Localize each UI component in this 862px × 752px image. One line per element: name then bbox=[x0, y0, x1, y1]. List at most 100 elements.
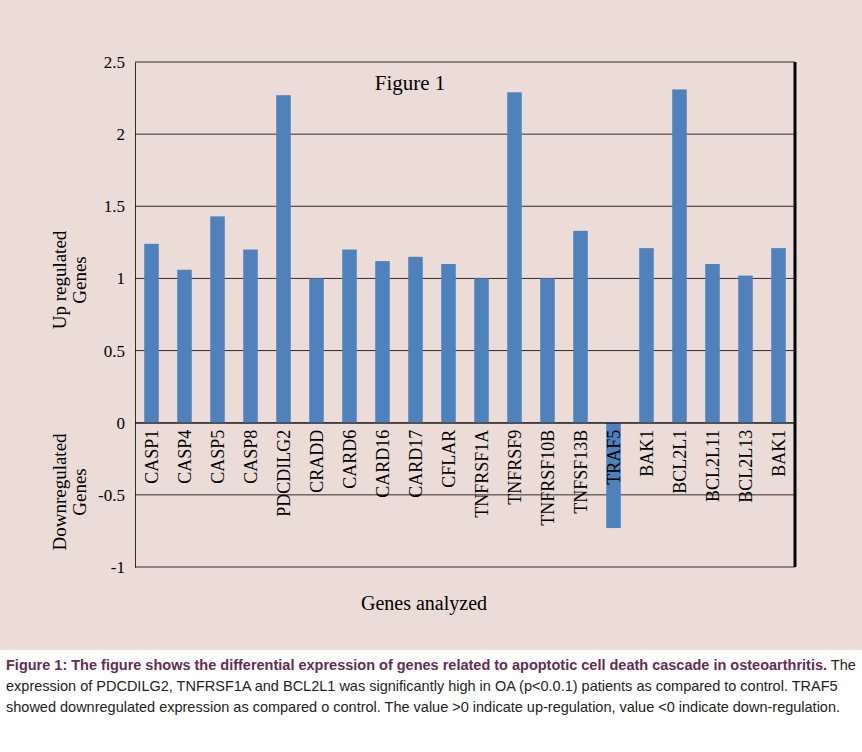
x-tick: TNFRSF10B bbox=[538, 423, 558, 526]
x-tick-label: CARD17 bbox=[406, 430, 426, 498]
x-tick: CASP5 bbox=[208, 423, 228, 484]
x-tick: TNFRSF1A bbox=[472, 423, 492, 518]
y-tick: 1.5 bbox=[104, 197, 135, 216]
bar bbox=[672, 89, 687, 422]
y-axis-title-negative-line: Downregulated bbox=[49, 433, 70, 551]
x-tick: BAK1 bbox=[769, 423, 789, 477]
x-tick-label: CFLAR bbox=[439, 430, 459, 488]
grid-line bbox=[135, 422, 795, 423]
x-tick-label: TNFSF13B bbox=[571, 430, 591, 514]
grid-line bbox=[135, 494, 795, 495]
bar bbox=[507, 92, 522, 422]
y-tick-label: 1 bbox=[117, 269, 126, 288]
bar bbox=[408, 257, 423, 423]
bar bbox=[342, 250, 357, 423]
x-tick: CARD6 bbox=[340, 423, 360, 489]
bar bbox=[441, 264, 456, 423]
x-tick: BAK1 bbox=[637, 423, 657, 477]
x-tick-label: CRADD bbox=[307, 430, 327, 493]
bar bbox=[639, 248, 654, 423]
grid-line bbox=[135, 278, 795, 279]
y-tick: 0.5 bbox=[104, 342, 135, 361]
x-tick: BCL2L1 bbox=[670, 423, 690, 494]
title: Figure 1 bbox=[375, 71, 446, 95]
y-axis-title-negative-line: Genes bbox=[69, 468, 90, 515]
grid-line bbox=[135, 567, 795, 568]
bar bbox=[210, 216, 225, 422]
y-tick-label: 0.5 bbox=[104, 342, 125, 361]
x-tick: CARD17 bbox=[406, 423, 426, 498]
x-axis-title: Genes analyzed bbox=[361, 592, 487, 615]
x-tick-label: TNFRSF9 bbox=[505, 430, 525, 505]
y-tick: 1 bbox=[117, 269, 136, 288]
x-tick-label: BCL2L11 bbox=[703, 430, 723, 502]
y-tick-label: 1.5 bbox=[104, 197, 125, 216]
x-tick: TRAF5 bbox=[604, 423, 624, 485]
bar bbox=[540, 278, 555, 422]
y-axis: -1 -0.5 0 0.5 1 1.5 2 2.5 bbox=[98, 53, 135, 577]
bar bbox=[573, 231, 588, 423]
y-tick: 0 bbox=[117, 414, 136, 433]
x-tick-label: CASP4 bbox=[175, 430, 195, 484]
y-tick-label: -0.5 bbox=[98, 486, 125, 505]
x-axis-line bbox=[136, 423, 796, 424]
y-tick-label: 2.5 bbox=[104, 53, 125, 72]
x-tick-label: TNFRSF10B bbox=[538, 430, 558, 526]
x-tick: PDCDILG2 bbox=[274, 423, 294, 517]
x-tick-label: PDCDILG2 bbox=[274, 430, 294, 517]
y-tick: 2.5 bbox=[104, 53, 135, 72]
x-tick-label: CARD16 bbox=[373, 430, 393, 498]
grid bbox=[135, 62, 795, 567]
y-axis-title-negative: DownregulatedGenes bbox=[49, 433, 90, 551]
plot-border-right bbox=[794, 62, 797, 567]
grid-line bbox=[135, 350, 795, 351]
x-tick: CRADD bbox=[307, 423, 327, 493]
bar bbox=[144, 244, 159, 423]
x-axis: CASP1 CASP4 CASP5 CASP8 PDCDILG2 CRADD CARD6 CA… bbox=[136, 423, 796, 526]
bars bbox=[144, 89, 786, 528]
x-tick-label: CASP8 bbox=[241, 430, 261, 484]
x-tick: TNFSF13B bbox=[571, 423, 591, 514]
y-axis-line bbox=[135, 63, 136, 568]
y-tick-label: 2 bbox=[117, 125, 126, 144]
x-tick-label: BAK1 bbox=[637, 430, 657, 477]
grid-line bbox=[135, 134, 795, 135]
grid-line bbox=[135, 62, 795, 63]
caption: Figure 1: The figure shows the different… bbox=[6, 655, 856, 718]
x-tick: CARD16 bbox=[373, 423, 393, 498]
x-tick-label: BAK1 bbox=[769, 430, 789, 477]
bar bbox=[243, 250, 258, 423]
bar bbox=[474, 278, 489, 422]
background bbox=[0, 0, 862, 650]
y-tick: -0.5 bbox=[98, 486, 135, 505]
y-axis-title-line: Genes bbox=[69, 256, 90, 303]
bar bbox=[738, 276, 753, 423]
bar bbox=[771, 248, 786, 423]
x-tick: BCL2L13 bbox=[736, 423, 756, 503]
x-tick: CFLAR bbox=[439, 423, 459, 488]
x-tick-label: CASP5 bbox=[208, 430, 228, 484]
x-tick-label: TRAF5 bbox=[604, 430, 624, 485]
x-tick-label: BCL2L1 bbox=[670, 430, 690, 494]
bar bbox=[375, 261, 390, 423]
x-tick: CASP1 bbox=[142, 423, 162, 484]
y-tick: -1 bbox=[111, 558, 135, 577]
bar bbox=[276, 95, 291, 423]
y-tick: 2 bbox=[117, 125, 136, 144]
bar bbox=[177, 270, 192, 423]
x-tick-label: CARD6 bbox=[340, 430, 360, 489]
y-tick-label: -1 bbox=[111, 558, 125, 577]
grid-line bbox=[135, 206, 795, 207]
page: -1 -0.5 0 0.5 1 1.5 2 2.5 CASP1 CASP4 CASP5 CASP8 PD… bbox=[0, 0, 862, 752]
x-tick: CASP4 bbox=[175, 423, 195, 484]
chart: -1 -0.5 0 0.5 1 1.5 2 2.5 CASP1 CASP4 CASP5 CASP8 PD… bbox=[0, 0, 862, 650]
x-tick-label: TNFRSF1A bbox=[472, 430, 492, 518]
x-tick: TNFRSF9 bbox=[505, 423, 525, 505]
x-tick-label: BCL2L13 bbox=[736, 430, 756, 503]
x-tick: BCL2L11 bbox=[703, 423, 723, 502]
bar bbox=[705, 264, 720, 423]
x-tick-label: CASP1 bbox=[142, 430, 162, 484]
y-axis-title-line: Up regulated bbox=[49, 230, 70, 329]
y-tick-label: 0 bbox=[117, 414, 126, 433]
x-tick: CASP8 bbox=[241, 423, 261, 484]
